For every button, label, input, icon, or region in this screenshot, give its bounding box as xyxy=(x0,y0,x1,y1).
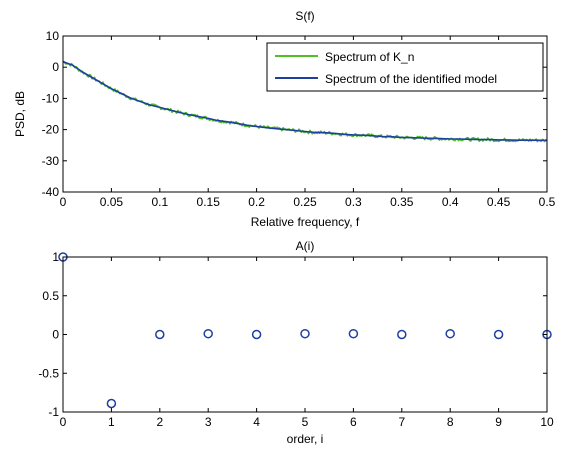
spectrum-plot-contents xyxy=(62,60,548,143)
coefficients-x-tick-label: 5 xyxy=(302,415,309,429)
spectrum-y-tick-label: -30 xyxy=(42,154,60,168)
coefficients-x-tick-label: 4 xyxy=(253,415,260,429)
coefficients-x-tick-label: 3 xyxy=(205,415,212,429)
spectrum-x-tick-label: 0.45 xyxy=(487,195,511,209)
spectrum-x-tick-label: 0.35 xyxy=(390,195,414,209)
coefficients-x-tick-label: 1 xyxy=(108,415,115,429)
spectrum-x-tick-label: 0.15 xyxy=(197,195,221,209)
spectrum-x-tick-label: 0.3 xyxy=(345,195,362,209)
coefficients-x-ticks: 0 1 2 3 4 5 6 7 8 9 10 xyxy=(60,257,554,429)
coefficient-point xyxy=(348,328,359,339)
coefficients-plot-area xyxy=(63,257,547,412)
coefficients-chart-title: A(i) xyxy=(296,239,315,253)
coefficients-chart: A(i) 0 1 2 3 4 5 6 7 8 9 10 1 0.5 0 -0.5 -1 order, i xyxy=(38,239,554,446)
spectrum-y-tick-label: -40 xyxy=(42,185,60,199)
coefficient-point xyxy=(251,329,262,340)
coefficients-x-axis-label: order, i xyxy=(287,432,324,446)
coefficients-y-tick-label: 0 xyxy=(52,328,59,342)
spectrum-y-ticks: 10 0 -10 -20 -30 -40 xyxy=(42,29,547,199)
coefficients-y-ticks: 1 0.5 0 -0.5 -1 xyxy=(38,250,547,419)
spectrum-x-tick-label: 0.25 xyxy=(293,195,317,209)
coefficients-y-tick-label: -0.5 xyxy=(38,366,59,380)
coefficients-x-tick-label: 2 xyxy=(156,415,163,429)
spectrum-series-line-2 xyxy=(62,60,548,142)
spectrum-y-tick-label: -20 xyxy=(42,123,60,137)
spectrum-x-tick-label: 0 xyxy=(60,195,67,209)
coefficient-point xyxy=(203,328,213,339)
spectrum-legend: Spectrum of K_n Spectrum of the identifi… xyxy=(266,42,544,92)
coefficients-x-tick-label: 8 xyxy=(447,415,454,429)
spectrum-chart: S(f) 0 0.05 0.1 0.15 0.2 0.25 0.3 0.35 0.4 0.45 0.… xyxy=(13,9,556,229)
spectrum-x-tick-label: 0.4 xyxy=(442,195,459,209)
coefficient-point xyxy=(493,329,504,340)
spectrum-x-ticks: 0 0.05 0.1 0.15 0.2 0.25 0.3 0.35 0.4 0.45 0.5 xyxy=(60,36,556,209)
legend-box xyxy=(266,42,544,92)
spectrum-chart-title: S(f) xyxy=(295,9,314,23)
legend-label-series-2: Spectrum of the identified model xyxy=(325,72,497,86)
coefficients-x-tick-label: 6 xyxy=(350,415,357,429)
spectrum-x-axis-label: Relative frequency, f xyxy=(251,215,360,229)
coefficients-y-tick-label: 1 xyxy=(52,250,59,264)
coefficients-y-tick-label: -1 xyxy=(48,405,59,419)
spectrum-x-tick-label: 0.2 xyxy=(248,195,265,209)
spectrum-x-tick-label: 0.05 xyxy=(100,195,124,209)
coefficient-point xyxy=(300,328,310,339)
spectrum-y-tick-label: 0 xyxy=(52,60,59,74)
coefficients-x-tick-label: 7 xyxy=(398,415,405,429)
coefficients-y-tick-label: 0.5 xyxy=(42,289,59,303)
spectrum-y-axis-label: PSD, dB xyxy=(13,91,27,137)
coefficient-point xyxy=(397,329,407,340)
coefficient-point xyxy=(155,329,165,340)
spectrum-y-tick-label: -10 xyxy=(42,91,60,105)
coefficient-point xyxy=(445,328,455,339)
spectrum-x-tick-label: 0.1 xyxy=(151,195,168,209)
coefficients-x-tick-label: 10 xyxy=(540,415,554,429)
coefficients-x-tick-label: 9 xyxy=(495,415,502,429)
spectrum-x-tick-label: 0.5 xyxy=(539,195,556,209)
coefficient-point xyxy=(106,398,117,409)
legend-label-series-1: Spectrum of K_n xyxy=(325,50,414,64)
coefficients-x-tick-label: 0 xyxy=(60,415,67,429)
spectrum-y-tick-label: 10 xyxy=(46,29,60,43)
